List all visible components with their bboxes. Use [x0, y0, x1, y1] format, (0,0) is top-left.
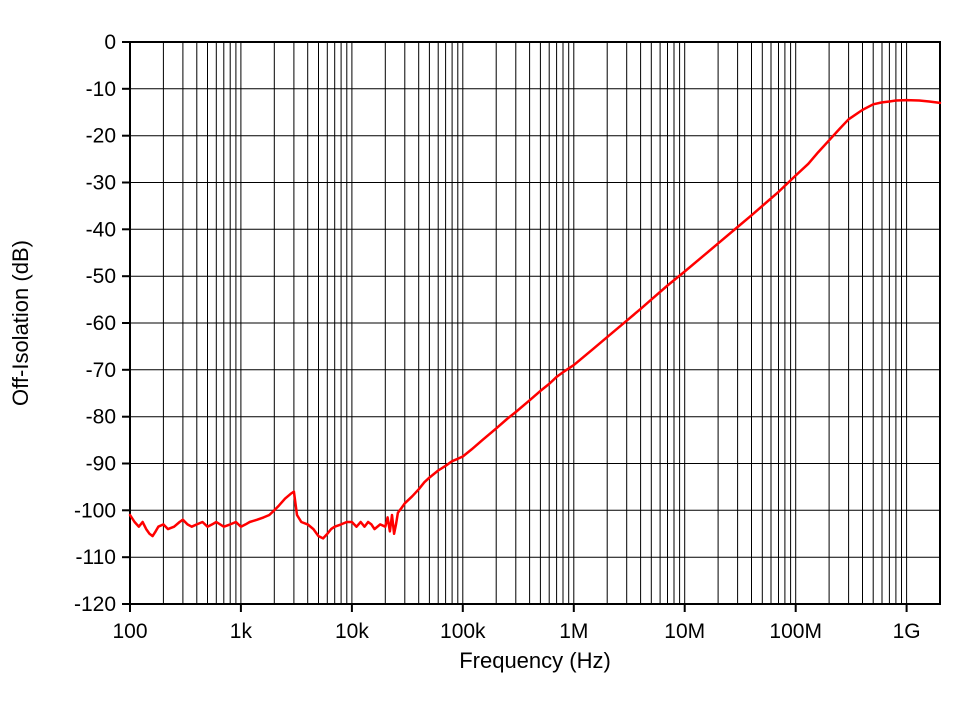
data-series [128, 98, 942, 540]
axis-ticks [122, 41, 908, 612]
x-tick-label: 100M [769, 620, 822, 643]
x-tick-label: 1M [559, 620, 588, 643]
y-tick-label: -90 [86, 453, 116, 476]
x-tick-label: 1G [893, 620, 921, 643]
y-tick-label: -80 [86, 406, 116, 429]
y-tick-label: -100 [74, 499, 116, 522]
x-tick-label: 1k [230, 620, 253, 643]
y-tick-label: -20 [86, 125, 116, 148]
y-tick-label: -10 [86, 78, 116, 101]
x-tick-label: 100k [440, 620, 486, 643]
tick-labels: 100 1k 10k 100k 1M 10M 100M 1G 0 -10 -20 -30 -40 -50 -… [74, 31, 921, 643]
y-tick-label: 0 [104, 31, 116, 54]
x-tick-label: 10k [335, 620, 369, 643]
x-axis-label: Frequency (Hz) [459, 648, 611, 673]
y-tick-label: -110 [76, 546, 116, 569]
y-tick-label: -40 [86, 218, 116, 241]
y-axis-label: Off-Isolation (dB) [8, 240, 33, 406]
y-tick-label: -50 [86, 265, 116, 288]
series-line-off-isolation [128, 98, 942, 540]
y-tick-label: -60 [86, 312, 116, 335]
grid-lines [130, 42, 940, 604]
y-tick-label: -30 [86, 172, 116, 195]
y-tick-label: -120 [74, 593, 116, 616]
x-tick-label: 10M [664, 620, 705, 643]
x-tick-label: 100 [112, 620, 147, 643]
plot-border [129, 41, 941, 605]
y-tick-label: -70 [86, 359, 116, 382]
